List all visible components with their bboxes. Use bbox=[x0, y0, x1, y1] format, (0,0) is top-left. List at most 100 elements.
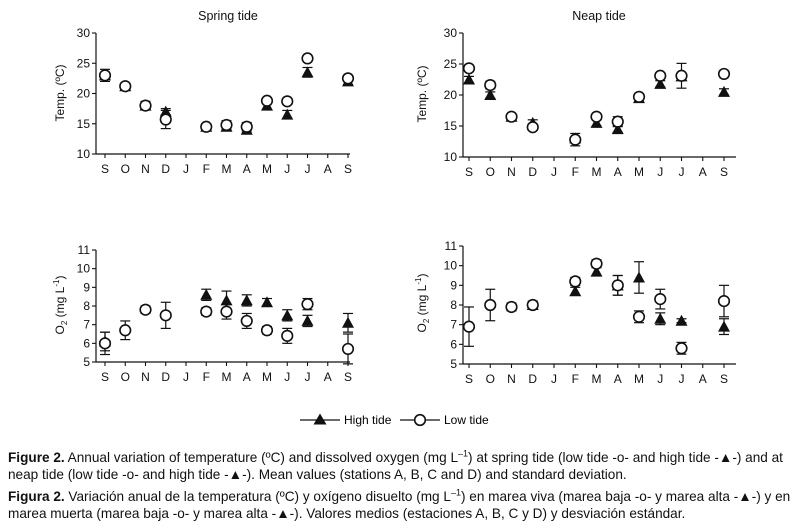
chart-title: Spring tide bbox=[198, 9, 258, 23]
x-tick-label: J bbox=[284, 370, 290, 384]
y-tick-label: 30 bbox=[444, 26, 458, 40]
y-axis-label-part: (mg L bbox=[415, 284, 429, 318]
caption-spanish: Figura 2. Variación anual de la temperat… bbox=[8, 488, 800, 522]
low-tide-point bbox=[611, 279, 624, 292]
x-tick-label: O bbox=[121, 162, 130, 176]
y-tick-label: 10 bbox=[444, 259, 458, 273]
high-tide-point bbox=[675, 314, 688, 326]
high-tide-point bbox=[301, 314, 314, 326]
low-tide-point bbox=[654, 293, 667, 306]
low-tide-point bbox=[98, 337, 112, 350]
x-tick-label: O bbox=[486, 372, 495, 386]
low-tide-point bbox=[139, 303, 152, 316]
x-tick-label: M bbox=[222, 370, 232, 384]
y-axis-label: O2 (mg L-1) bbox=[52, 276, 69, 335]
x-tick-label: M bbox=[634, 372, 644, 386]
x-tick-label: M bbox=[262, 162, 272, 176]
y-tick-label: 25 bbox=[444, 57, 458, 71]
x-tick-label: S bbox=[344, 370, 352, 384]
caption-english-label: Figure 2. bbox=[8, 450, 65, 465]
low-tide-point bbox=[611, 115, 624, 128]
x-tick-label: S bbox=[465, 372, 473, 386]
high-tide-point bbox=[654, 312, 667, 324]
high-tide-point bbox=[569, 285, 582, 297]
x-tick-label: A bbox=[324, 370, 332, 384]
x-tick-label: J bbox=[183, 370, 189, 384]
low-tide-point bbox=[200, 305, 213, 318]
low-tide-point bbox=[220, 118, 233, 132]
y-tick-label: 30 bbox=[77, 26, 91, 40]
low-tide-point bbox=[632, 90, 646, 103]
low-tide-point bbox=[139, 99, 152, 112]
low-tide-point bbox=[462, 62, 476, 75]
x-tick-label: J bbox=[679, 165, 685, 179]
y-tick-label: 15 bbox=[444, 119, 458, 133]
legend: High tide Low tide bbox=[300, 413, 489, 427]
y-tick-label: 25 bbox=[77, 56, 91, 70]
x-tick-label: A bbox=[243, 370, 251, 384]
high-tide-point bbox=[484, 89, 497, 100]
x-tick-label: D bbox=[161, 370, 170, 384]
caption-spanish-text-a: Variación anual de la temperatura (ºC) y… bbox=[64, 489, 451, 504]
caption-spanish-text-b: ) en marea viva (marea baja -o- y marea … bbox=[8, 489, 791, 521]
x-tick-label: M bbox=[592, 165, 602, 179]
x-tick-label: F bbox=[203, 370, 210, 384]
y-tick-label: 5 bbox=[83, 355, 90, 369]
high-tide-point bbox=[220, 294, 233, 306]
y-axis-label: Temp. (ºC) bbox=[415, 65, 429, 122]
y-tick-label: 15 bbox=[77, 117, 91, 131]
y-axis-label-part: ) bbox=[415, 274, 429, 278]
y-tick-label: 5 bbox=[450, 357, 457, 371]
y-tick-label: 10 bbox=[77, 262, 91, 276]
caption-english: Figure 2. Annual variation of temperatur… bbox=[8, 449, 800, 483]
low-tide-point bbox=[590, 257, 603, 270]
y-axis-label-superscript: -1 bbox=[414, 277, 423, 285]
y-tick-label: 6 bbox=[450, 337, 457, 351]
x-tick-label: F bbox=[572, 165, 579, 179]
y-tick-label: 7 bbox=[83, 318, 90, 332]
y-tick-label: 9 bbox=[83, 280, 90, 294]
y-axis-label: Temp. (ºC) bbox=[53, 64, 67, 121]
low-tide-point bbox=[462, 320, 476, 333]
y-tick-label: 8 bbox=[450, 298, 457, 312]
low-tide-point bbox=[260, 94, 274, 107]
low-tide-point bbox=[119, 80, 132, 93]
x-tick-label: N bbox=[507, 372, 516, 386]
x-tick-label: J bbox=[284, 162, 290, 176]
low-tide-point bbox=[526, 121, 539, 134]
y-tick-label: 6 bbox=[83, 336, 90, 350]
low-tide-point bbox=[159, 309, 172, 322]
x-tick-label: A bbox=[614, 372, 622, 386]
x-tick-label: J bbox=[183, 162, 189, 176]
x-tick-label: J bbox=[657, 165, 663, 179]
x-tick-label: A bbox=[699, 372, 707, 386]
x-tick-label: J bbox=[551, 372, 557, 386]
x-tick-label: J bbox=[657, 372, 663, 386]
high-tide-point bbox=[240, 294, 253, 306]
chart-title: Neap tide bbox=[572, 9, 626, 23]
x-tick-label: S bbox=[101, 162, 109, 176]
caption-spanish-label: Figura 2. bbox=[8, 489, 65, 504]
x-tick-label: S bbox=[720, 165, 728, 179]
y-axis-label-part: (mg L bbox=[53, 286, 67, 320]
legend-low-marker bbox=[413, 413, 427, 427]
x-tick-label: J bbox=[551, 165, 557, 179]
high-tide-point bbox=[654, 77, 667, 89]
low-tide-point bbox=[717, 67, 731, 81]
low-tide-point bbox=[119, 324, 132, 337]
x-tick-label: F bbox=[572, 372, 579, 386]
low-tide-point bbox=[484, 78, 497, 92]
x-tick-label: J bbox=[305, 162, 311, 176]
y-tick-label: 20 bbox=[77, 87, 91, 101]
y-tick-label: 20 bbox=[444, 88, 458, 102]
low-tide-point bbox=[632, 310, 646, 323]
x-tick-label: S bbox=[465, 165, 473, 179]
x-tick-label: M bbox=[592, 372, 602, 386]
low-tide-point bbox=[675, 69, 688, 82]
low-tide-point bbox=[569, 133, 582, 146]
high-tide-point bbox=[342, 316, 354, 328]
x-tick-label: M bbox=[634, 165, 644, 179]
